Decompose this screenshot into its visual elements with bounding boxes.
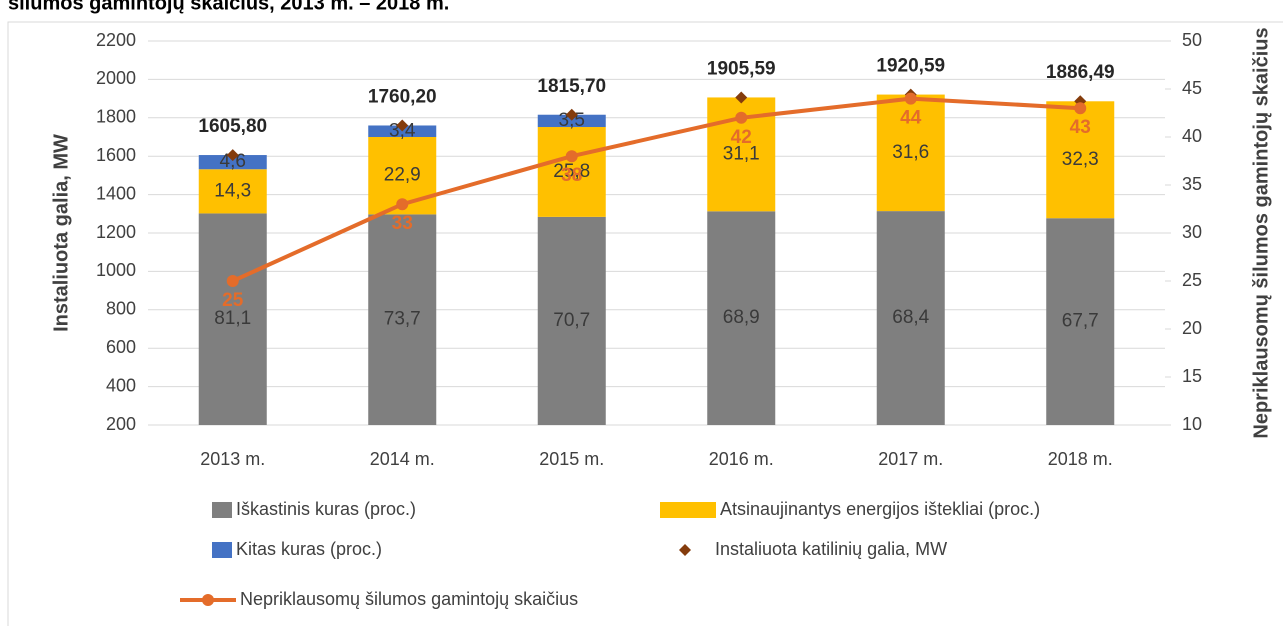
- line-point: [396, 198, 409, 211]
- chart-border: [7, 21, 1283, 626]
- bar-segment: [537, 127, 606, 217]
- y-tick-label: 1200: [96, 222, 136, 242]
- y-axis-label: Instaliuota galia, MW: [50, 134, 72, 332]
- line-label: 42: [731, 127, 752, 148]
- segment-label: 14,3: [214, 180, 251, 201]
- line-point: [565, 150, 578, 163]
- segment-label: 81,1: [214, 308, 251, 329]
- line: [231, 96, 1081, 283]
- y-tick-label: 2000: [96, 68, 136, 88]
- x-tick-label: 2016 m.: [709, 449, 774, 469]
- y2-tick-label: 45: [1182, 78, 1202, 98]
- line-label: 44: [900, 108, 922, 129]
- legend-swatch: [212, 502, 232, 518]
- total-label: 1886,49: [1046, 62, 1115, 83]
- bar-segment: [1046, 101, 1115, 219]
- bar-segment: [198, 155, 267, 170]
- segment-label: 22,9: [384, 165, 421, 186]
- legend-marker: [679, 544, 691, 556]
- bar-segment: [876, 94, 945, 212]
- segment-label: 25,8: [553, 161, 590, 182]
- total-label: 1920,59: [876, 56, 945, 77]
- segment-label: 31,1: [723, 143, 760, 164]
- line-point: [1074, 102, 1087, 115]
- bar-segment: [1046, 218, 1115, 425]
- y2-axis-label: Nepriklausomų šilumos gamintojų skaičius: [1250, 27, 1272, 438]
- y-tick-label: 1400: [96, 183, 136, 203]
- segment-label: 70,7: [553, 310, 590, 331]
- total-label: 1760,20: [368, 86, 437, 107]
- y2-tick-label: 20: [1182, 318, 1202, 338]
- bar-segment: [368, 214, 437, 425]
- segment-label: 31,6: [892, 142, 929, 163]
- y-tick-label: 800: [106, 299, 136, 319]
- legend-label: Atsinaujinantys energijos ištekliai (pro…: [720, 499, 1040, 519]
- legend-label: Nepriklausomų šilumos gamintojų skaičius: [240, 589, 578, 609]
- legend-label: Instaliuota katilinių galia, MW: [715, 539, 947, 559]
- y-tick-label: 1800: [96, 107, 136, 127]
- x-tick-label: 2015 m.: [539, 449, 604, 469]
- segment-label: 67,7: [1062, 311, 1099, 332]
- legend-label: Iškastinis kuras (proc.): [236, 499, 416, 519]
- total-label: 1905,59: [707, 59, 776, 80]
- y-tick-label: 400: [106, 375, 136, 395]
- y2-tick-label: 50: [1182, 30, 1202, 50]
- line-point: [904, 92, 917, 105]
- total-marker: [396, 119, 409, 132]
- segment-label: 4,6: [220, 151, 246, 172]
- x-tick-label: 2017 m.: [878, 449, 943, 469]
- total-marker: [735, 91, 748, 104]
- x-tick-label: 2018 m.: [1048, 449, 1113, 469]
- y-tick-label: 200: [106, 414, 136, 434]
- y2-tick-label: 25: [1182, 270, 1202, 290]
- bar-segment: [707, 211, 776, 425]
- total-marker: [226, 149, 239, 162]
- y-tick-label: 2200: [96, 30, 136, 50]
- segment-label: 68,9: [723, 307, 760, 328]
- chart-title: šilumos gamintojų skaičius, 2013 m. – 20…: [8, 0, 449, 14]
- x-tick-label: 2013 m.: [200, 449, 265, 469]
- line-point: [226, 275, 239, 287]
- legend-label: Kitas kuras (proc.): [236, 539, 382, 559]
- legend-point: [202, 594, 214, 606]
- bar-segment: [537, 216, 606, 425]
- bar-segment: [198, 169, 267, 214]
- y2-tick-label: 35: [1182, 174, 1202, 194]
- x-tick-label: 2014 m.: [370, 449, 435, 469]
- y2-tick-label: 15: [1182, 366, 1202, 386]
- total-label: 1605,80: [198, 116, 267, 137]
- bar-segment: [537, 114, 606, 128]
- y-tick-label: 600: [106, 337, 136, 357]
- bar-segment: [876, 211, 945, 425]
- segment-label: 73,7: [384, 309, 421, 330]
- y2-tick-label: 40: [1182, 126, 1202, 146]
- line-label: 25: [222, 290, 244, 311]
- legend-swatch: [660, 502, 716, 518]
- y-tick-label: 1000: [96, 260, 136, 280]
- total-marker: [565, 108, 578, 121]
- total-label: 1815,70: [537, 76, 606, 97]
- segment-label: 32,3: [1062, 149, 1099, 170]
- y-tick-label: 1600: [96, 145, 136, 165]
- line-label: 33: [392, 213, 413, 234]
- legend-swatch: [212, 542, 232, 558]
- y2-tick-label: 10: [1182, 414, 1202, 434]
- line-label: 43: [1070, 117, 1091, 138]
- y2-tick-label: 30: [1182, 222, 1202, 242]
- line-point: [735, 111, 748, 124]
- segment-label: 68,4: [892, 307, 929, 328]
- line-label: 38: [561, 165, 582, 186]
- bar-segment: [198, 213, 267, 425]
